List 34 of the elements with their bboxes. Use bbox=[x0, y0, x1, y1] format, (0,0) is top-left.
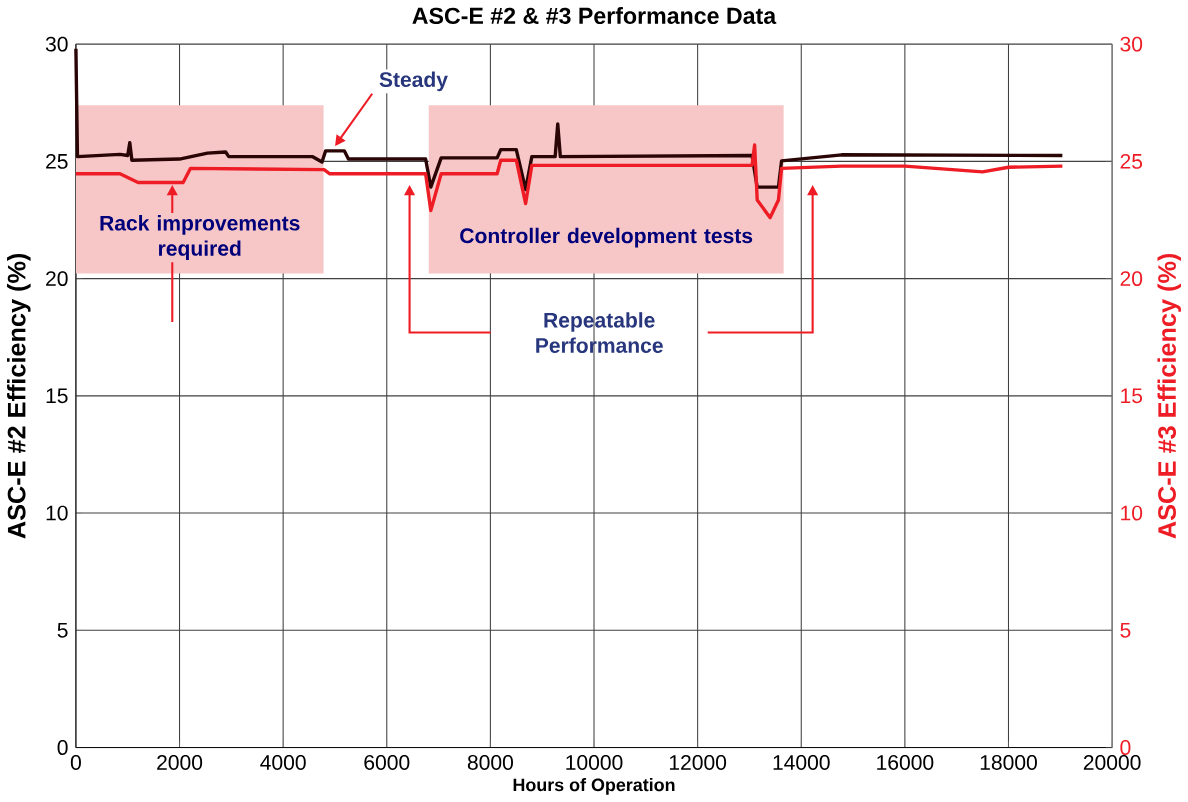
x-tick-label: 16000 bbox=[877, 755, 934, 771]
annotation: Steady bbox=[379, 71, 448, 92]
y-tick-label: 10 bbox=[46, 505, 68, 521]
x-tick-label: 20000 bbox=[1083, 755, 1141, 771]
x-tick-label: 12000 bbox=[669, 755, 727, 771]
y-tick-label: 0 bbox=[57, 740, 68, 756]
y-tick-label: 20 bbox=[46, 271, 68, 287]
x-tick-label: 8000 bbox=[467, 755, 513, 771]
chart-title: ASC-E #2 & #3 Performance Data bbox=[412, 7, 777, 25]
x-tick-label: 0 bbox=[70, 755, 81, 771]
x-tick-label: 2000 bbox=[157, 755, 203, 771]
x-tick-label: 18000 bbox=[980, 755, 1037, 771]
y2-tick-label: 5 bbox=[1120, 623, 1131, 638]
x-axis-title: Hours of Operation bbox=[513, 778, 675, 795]
y2-tick-label: 25 bbox=[1120, 154, 1143, 169]
x-tick-label: 4000 bbox=[260, 755, 306, 771]
band-label: Controller development tests bbox=[460, 227, 753, 248]
x-tick-label: 6000 bbox=[364, 755, 410, 771]
line-series bbox=[74, 47, 1065, 192]
band-label: Rack improvements required bbox=[100, 215, 300, 261]
x-tick-label: 10000 bbox=[566, 755, 623, 771]
y-tick-label: 25 bbox=[46, 154, 68, 169]
y2-tick-label: 20 bbox=[1120, 271, 1143, 287]
y2-tick-label: 10 bbox=[1121, 505, 1143, 521]
y-tick-label: 15 bbox=[46, 388, 68, 404]
annotation: Repeatable Performance bbox=[536, 312, 663, 354]
y-tick-label: 5 bbox=[57, 623, 68, 638]
y2-axis-title: ASC-E #3 Efficiency (%) bbox=[1157, 253, 1181, 539]
y-axis-title: ASC-E #2 Efficiency (%) bbox=[7, 253, 31, 539]
y2-tick-label: 0 bbox=[1120, 740, 1131, 756]
y-tick-label: 30 bbox=[45, 36, 68, 52]
y2-tick-label: 30 bbox=[1120, 36, 1143, 52]
x-tick-label: 14000 bbox=[773, 755, 830, 771]
y2-tick-label: 15 bbox=[1121, 388, 1143, 404]
